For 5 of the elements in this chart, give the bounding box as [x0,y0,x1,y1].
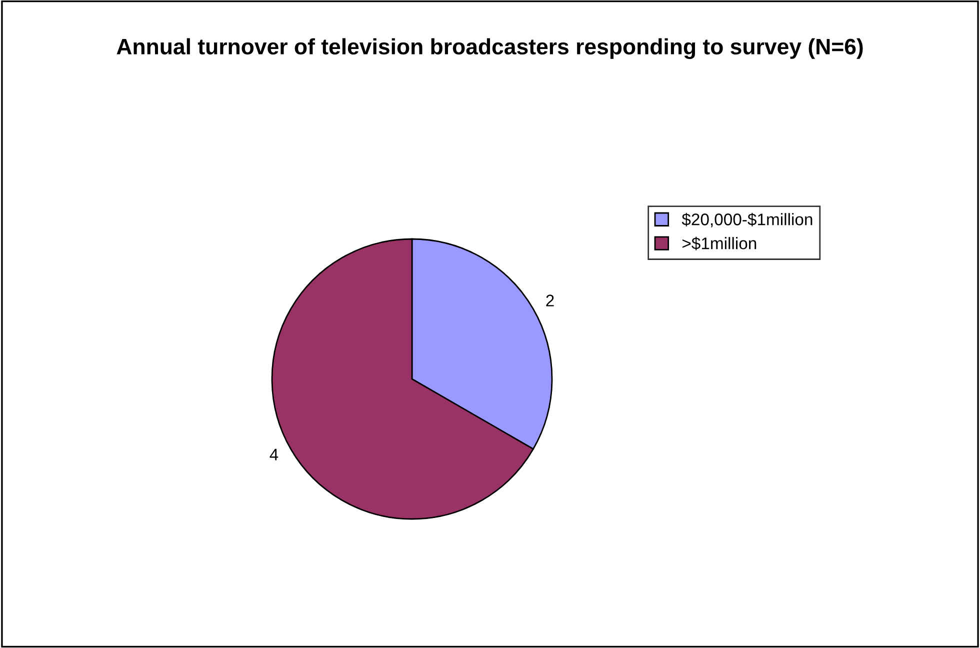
data-label: 2 [546,294,554,306]
chart-title: Annual turnover of television broadcasters responding to survey (N=6) [116,38,863,60]
legend-label: >$1million [682,236,756,250]
legend-label: $20,000-$1million [682,212,812,228]
data-label: 4 [270,448,278,460]
